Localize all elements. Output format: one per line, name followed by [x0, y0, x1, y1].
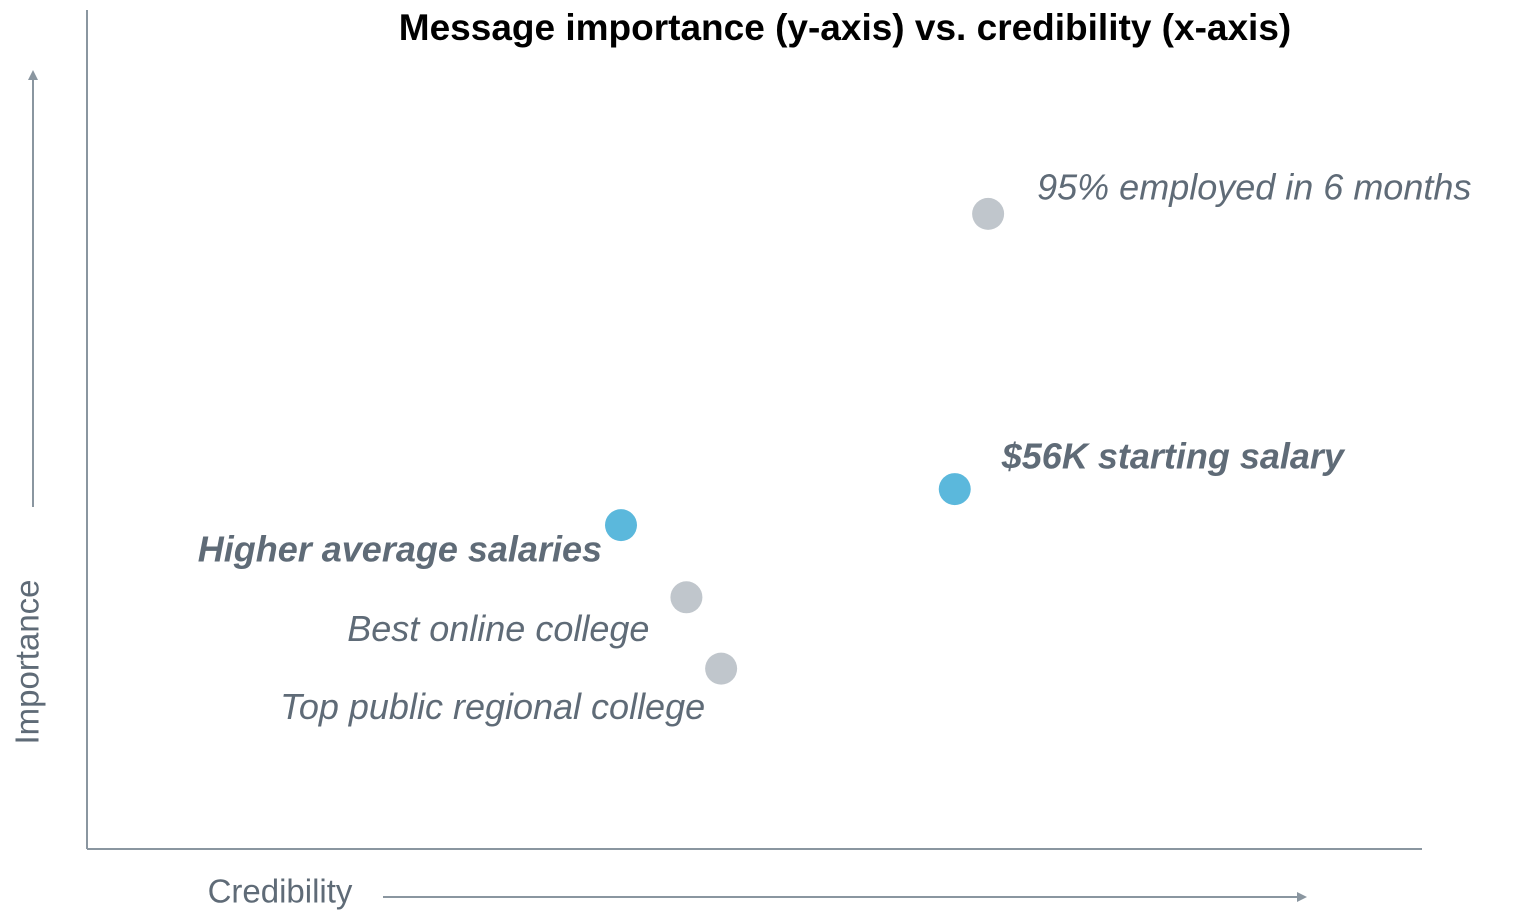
point-label: Best online college: [347, 608, 649, 649]
point: [938, 473, 971, 506]
point-label: Higher average salaries: [198, 529, 602, 570]
point-label: Top public regional college: [280, 686, 705, 727]
x-axis-label: Credibility: [208, 873, 353, 910]
point: [705, 652, 738, 685]
point: [972, 197, 1005, 230]
chart-title: Message importance (y-axis) vs. credibil…: [399, 7, 1291, 48]
point-label: $56K starting salary: [1001, 436, 1346, 477]
y-axis-label: Importance: [9, 579, 46, 744]
point: [605, 509, 637, 542]
point: [670, 581, 703, 614]
point-label: 95% employed in 6 months: [1037, 166, 1471, 207]
